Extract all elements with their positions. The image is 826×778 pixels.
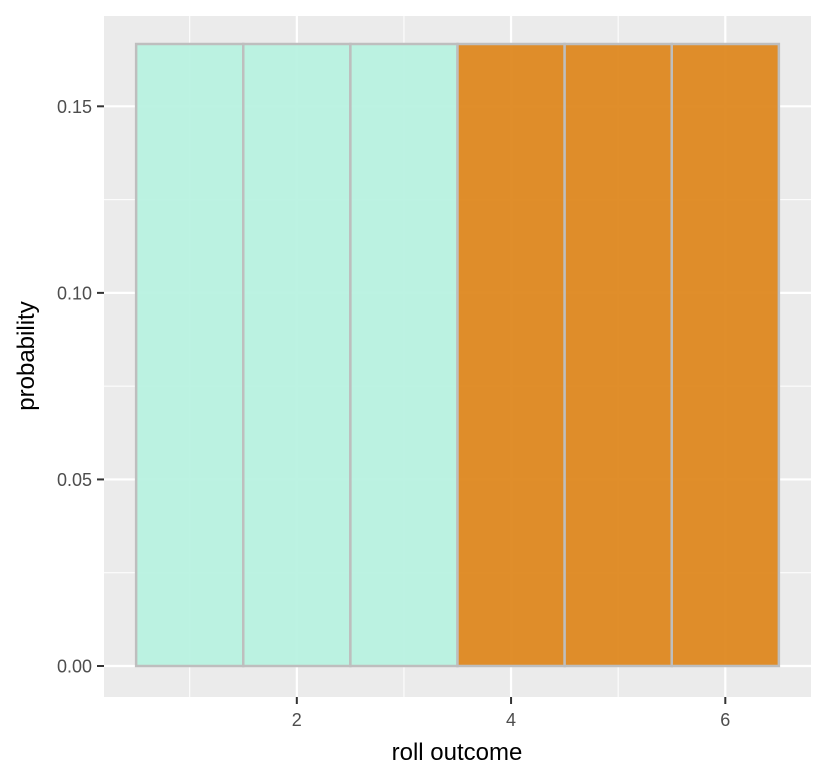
x-axis-title: roll outcome [392,739,523,766]
y-axis-title: probability [13,301,40,410]
bar-outcome-5 [563,42,673,668]
x-tick-label: 4 [506,710,516,730]
bar-outcome-1 [134,42,245,668]
bar-outcome-2 [242,42,352,668]
bars [134,42,781,668]
y-tick-label: 0.10 [57,283,92,303]
y-tick-label: 0.15 [57,97,92,117]
y-axis: 0.00 0.05 0.10 0.15 [57,97,104,677]
bar-outcome-4 [456,42,566,668]
x-tick-label: 2 [292,710,302,730]
bar-outcome-3 [349,42,459,668]
y-tick-label: 0.05 [57,470,92,490]
x-axis: 2 4 6 [292,697,730,730]
x-tick-label: 6 [720,710,730,730]
y-tick-label: 0.00 [57,657,92,677]
bar-outcome-6 [670,42,781,668]
